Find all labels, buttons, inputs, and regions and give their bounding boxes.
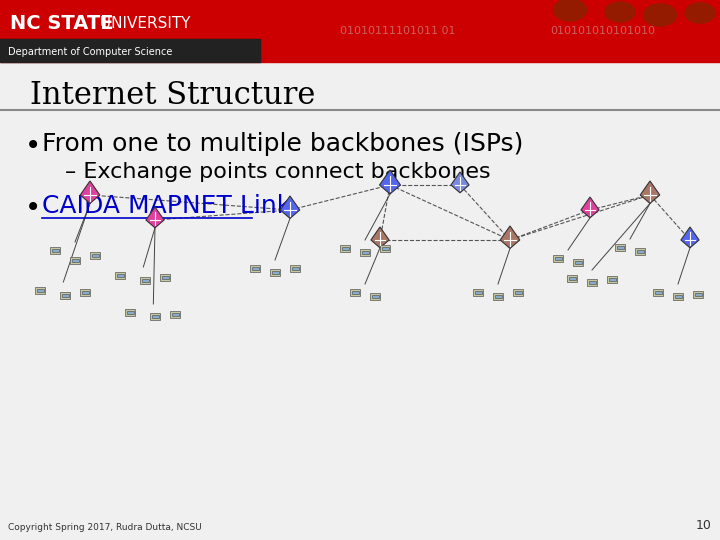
Bar [50,246,60,253]
Bar [474,291,482,294]
Bar [615,244,625,251]
Text: From one to multiple backbones (ISPs): From one to multiple backbones (ISPs) [42,132,523,156]
Bar [341,246,348,250]
Bar [52,248,58,252]
Bar [161,275,168,279]
Bar [0,0,720,62]
Bar [382,246,389,250]
Bar [35,287,45,294]
Bar [587,279,597,286]
Polygon shape [379,170,400,194]
Bar [171,313,179,316]
Ellipse shape [644,4,677,26]
Bar [695,293,701,296]
Bar [251,267,258,270]
Bar [515,291,521,294]
Text: •: • [25,194,41,222]
Bar [270,268,280,275]
Text: 10: 10 [696,519,712,532]
Bar [495,294,502,298]
Bar [90,252,100,259]
Polygon shape [280,196,300,218]
Bar [117,273,124,277]
Bar [290,265,300,272]
Text: Copyright Spring 2017, Rudra Dutta, NCSU: Copyright Spring 2017, Rudra Dutta, NCSU [8,523,202,532]
Bar [292,267,299,270]
Ellipse shape [685,3,715,23]
Bar [170,310,180,318]
Text: Internet Structure: Internet Structure [30,80,315,111]
Bar [616,246,624,249]
Polygon shape [146,207,164,228]
Bar [81,291,89,294]
Text: NC STATE: NC STATE [10,14,114,33]
Bar [360,248,370,255]
Bar [115,272,125,279]
Polygon shape [640,181,660,204]
Text: UNIVERSITY: UNIVERSITY [95,16,191,31]
Bar [0,38,260,62]
Bar [513,288,523,295]
Bar [588,280,595,284]
Text: 010101010101010: 010101010101010 [550,26,655,36]
Bar [91,253,99,257]
Bar [675,294,682,298]
Text: •: • [25,132,41,160]
Bar [575,260,582,264]
Bar [142,279,148,282]
Bar [150,313,160,320]
Bar [654,291,662,294]
Bar [250,265,260,272]
Bar [372,294,379,298]
Bar [380,245,390,252]
Bar [70,256,80,264]
Text: 01010111101011 01: 01010111101011 01 [340,26,456,36]
Polygon shape [80,181,100,204]
Bar [160,273,170,280]
Bar [61,294,68,297]
Bar [569,276,575,280]
Text: – Exchange points connect backbones: – Exchange points connect backbones [65,162,490,182]
Bar [608,278,616,281]
Bar [71,259,78,262]
Bar [673,293,683,300]
Bar [493,293,503,300]
Bar [553,254,563,261]
Bar [340,245,350,252]
Bar [693,291,703,298]
Bar [653,288,663,295]
Polygon shape [681,227,699,248]
Bar [151,314,158,318]
Polygon shape [371,227,389,248]
Bar [636,249,644,253]
Text: Department of Computer Science: Department of Computer Science [8,46,172,57]
Text: CAIDA MAPNET Link: CAIDA MAPNET Link [42,194,292,218]
Ellipse shape [605,2,635,22]
Bar [125,308,135,315]
Polygon shape [500,226,520,248]
Polygon shape [451,172,469,193]
Bar [350,288,360,295]
Bar [60,292,70,299]
Bar [140,276,150,284]
Ellipse shape [554,0,587,21]
Bar [361,251,369,254]
Bar [573,259,583,266]
Bar [567,274,577,281]
Bar [607,275,617,282]
Bar [554,256,562,260]
Bar [80,288,90,295]
Polygon shape [581,197,599,218]
Bar [351,291,359,294]
Bar [127,310,133,314]
Bar [473,288,483,295]
Bar [37,288,43,292]
Bar [370,293,380,300]
Bar [271,271,279,274]
Bar [635,247,645,254]
